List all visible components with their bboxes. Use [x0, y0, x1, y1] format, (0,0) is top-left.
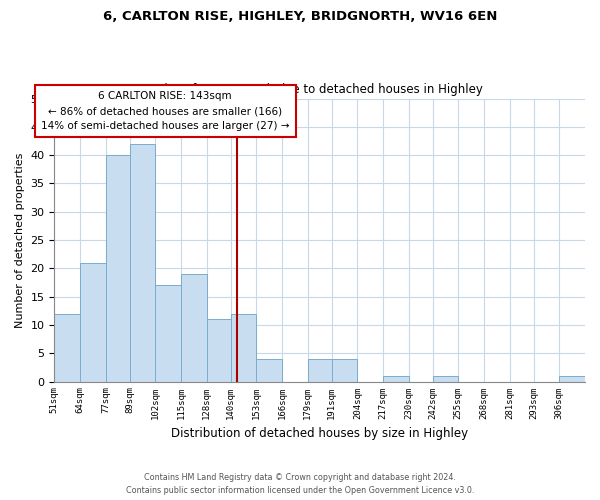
Title: Size of property relative to detached houses in Highley: Size of property relative to detached ho…	[157, 83, 482, 96]
Bar	[130, 144, 155, 382]
Bar	[383, 376, 409, 382]
Bar	[106, 155, 130, 382]
Bar	[155, 286, 181, 382]
Bar	[80, 262, 106, 382]
Bar	[332, 359, 358, 382]
Y-axis label: Number of detached properties: Number of detached properties	[15, 152, 25, 328]
Text: 6, CARLTON RISE, HIGHLEY, BRIDGNORTH, WV16 6EN: 6, CARLTON RISE, HIGHLEY, BRIDGNORTH, WV…	[103, 10, 497, 23]
Bar	[256, 359, 282, 382]
Bar	[55, 314, 80, 382]
Bar	[207, 320, 230, 382]
Bar	[308, 359, 332, 382]
Bar	[433, 376, 458, 382]
Text: Contains HM Land Registry data © Crown copyright and database right 2024.
Contai: Contains HM Land Registry data © Crown c…	[126, 474, 474, 495]
Bar	[181, 274, 207, 382]
Bar	[230, 314, 256, 382]
Bar	[559, 376, 585, 382]
Text: 6 CARLTON RISE: 143sqm
← 86% of detached houses are smaller (166)
14% of semi-de: 6 CARLTON RISE: 143sqm ← 86% of detached…	[41, 91, 290, 131]
X-axis label: Distribution of detached houses by size in Highley: Distribution of detached houses by size …	[171, 427, 468, 440]
